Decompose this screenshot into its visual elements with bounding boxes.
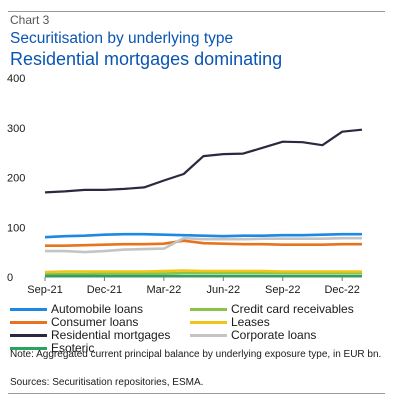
series-line-leases (44, 269, 362, 274)
legend-item-automobile-loans: Automobile loans (10, 302, 143, 316)
legend-item-consumer-loans: Consumer loans (10, 315, 138, 329)
series-line-consumer-loans (45, 239, 362, 247)
x-tick-label-Sep-21: Sep-21 (27, 284, 62, 296)
legend-swatch-leases (190, 320, 227, 324)
bottom-rule (8, 393, 385, 394)
chart-source: Sources: Securitisation repositories, ES… (10, 377, 204, 388)
x-tick-label-Sep-22: Sep-22 (265, 284, 300, 296)
legend-swatch-credit-card-receivables (190, 307, 227, 311)
legend-label-esoteric: Esoteric (51, 341, 95, 355)
y-tick-label-200: 200 (7, 173, 25, 185)
chart-title: Securitisation by underlying type (10, 30, 234, 47)
series-line-residential-mortgages (44, 128, 363, 194)
legend-swatch-residential-mortgages (10, 333, 47, 337)
legend-swatch-automobile-loans (10, 307, 47, 311)
chart-number-label: Chart 3 (10, 13, 50, 27)
legend-label-credit-card-receivables: Credit card receivables (231, 302, 354, 316)
chart-subtitle: Residential mortgages dominating (10, 49, 283, 69)
series-line-corporate-loans (45, 236, 362, 254)
series-line-automobile-loans (44, 232, 362, 239)
x-tick-label-Jun-22: Jun-22 (206, 284, 240, 296)
legend-item-residential-mortgages: Residential mortgages (10, 328, 170, 342)
legend-swatch-consumer-loans (10, 320, 47, 324)
y-tick-label-300: 300 (7, 123, 25, 135)
legend-item-leases: Leases (190, 315, 270, 329)
legend-swatch-corporate-loans (190, 333, 227, 337)
x-tick-label-Dec-22: Dec-22 (324, 284, 359, 296)
legend-label-automobile-loans: Automobile loans (51, 302, 144, 316)
legend-swatch-esoteric (10, 346, 47, 350)
x-tick-label-Dec-21: Dec-21 (87, 284, 122, 296)
legend-item-corporate-loans: Corporate loans (190, 328, 316, 342)
top-rule (8, 11, 385, 12)
legend-label-residential-mortgages: Residential mortgages (51, 328, 171, 342)
legend-item-esoteric: Esoteric (10, 341, 94, 355)
legend-label-corporate-loans: Corporate loans (231, 328, 317, 342)
y-tick-label-100: 100 (7, 222, 25, 234)
line-chart: 0 100 200 300 400 Sep-21 Dec-21 Mar-22 Jun-22 Sep… (7, 73, 363, 296)
series-line-credit-card-receivables (45, 271, 362, 276)
legend-item-credit-card-receivables: Credit card receivables (190, 302, 354, 316)
y-tick-label-400: 400 (7, 73, 25, 85)
y-tick-label-0: 0 (7, 272, 13, 284)
legend-label-leases: Leases (231, 315, 270, 329)
legend-label-consumer-loans: Consumer loans (51, 315, 139, 329)
x-tick-label-Mar-22: Mar-22 (146, 284, 181, 296)
chart-note: Note: Aggregated current principal balan… (10, 349, 382, 360)
